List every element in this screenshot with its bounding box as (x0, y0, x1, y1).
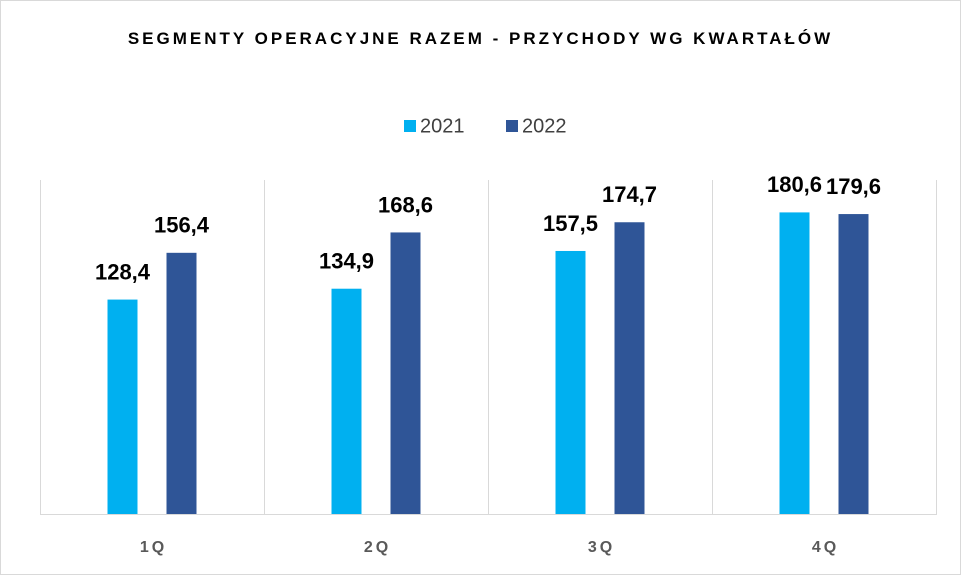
data-label: 180,6 (767, 172, 822, 197)
bar (107, 299, 138, 514)
bar (390, 232, 421, 515)
data-label: 168,6 (378, 192, 433, 217)
x-tick-label: 2Q (364, 539, 391, 556)
bar (555, 250, 586, 514)
data-label: 174,7 (602, 182, 657, 207)
data-label: 156,4 (154, 213, 210, 238)
legend-swatch (506, 120, 518, 132)
data-label: 157,5 (543, 211, 598, 236)
data-label: 128,4 (95, 259, 151, 284)
legend-label: 2022 (522, 115, 567, 137)
legend-label: 2021 (420, 115, 465, 137)
bar (838, 214, 869, 514)
legend-swatch (404, 120, 416, 132)
bar (779, 212, 810, 514)
data-label: 134,9 (319, 249, 374, 274)
separators (40, 180, 937, 515)
bar (614, 222, 645, 514)
x-tick-label: 1Q (140, 539, 167, 556)
data-label: 179,6 (826, 174, 881, 199)
chart-title: SEGMENTY OPERACYJNE RAZEM - PRZYCHODY WG… (127, 29, 834, 48)
x-tick-label: 3Q (588, 539, 615, 556)
bar (166, 252, 197, 514)
x-tick-label: 4Q (812, 539, 839, 556)
bar (331, 288, 362, 514)
